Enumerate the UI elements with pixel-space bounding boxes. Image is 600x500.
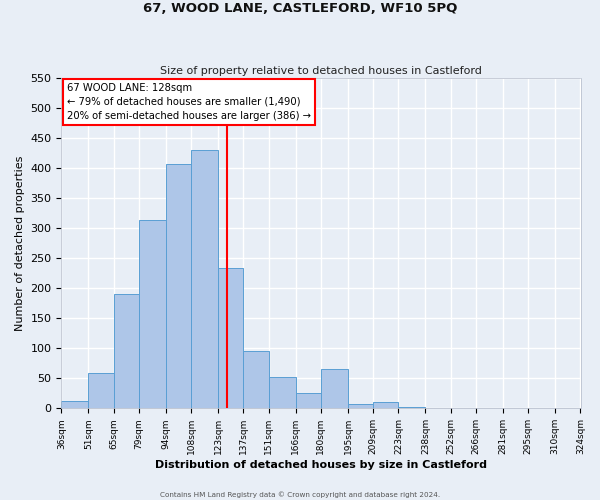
Bar <box>218 268 244 408</box>
Bar <box>191 150 218 408</box>
Bar <box>139 220 166 408</box>
Bar <box>244 351 269 408</box>
Bar <box>398 407 425 408</box>
X-axis label: Distribution of detached houses by size in Castleford: Distribution of detached houses by size … <box>155 460 487 470</box>
Title: Size of property relative to detached houses in Castleford: Size of property relative to detached ho… <box>160 66 482 76</box>
Bar <box>269 377 296 408</box>
Text: 67 WOOD LANE: 128sqm
← 79% of detached houses are smaller (1,490)
20% of semi-de: 67 WOOD LANE: 128sqm ← 79% of detached h… <box>67 82 311 120</box>
Bar <box>88 373 113 408</box>
Y-axis label: Number of detached properties: Number of detached properties <box>15 156 25 330</box>
Text: Contains HM Land Registry data © Crown copyright and database right 2024.: Contains HM Land Registry data © Crown c… <box>160 492 440 498</box>
Bar <box>373 402 398 408</box>
Bar <box>296 394 321 408</box>
Bar <box>321 370 348 408</box>
Text: 67, WOOD LANE, CASTLEFORD, WF10 5PQ: 67, WOOD LANE, CASTLEFORD, WF10 5PQ <box>143 2 457 16</box>
Bar <box>61 401 88 408</box>
Bar <box>348 404 373 408</box>
Bar <box>166 164 191 408</box>
Bar <box>113 294 139 408</box>
